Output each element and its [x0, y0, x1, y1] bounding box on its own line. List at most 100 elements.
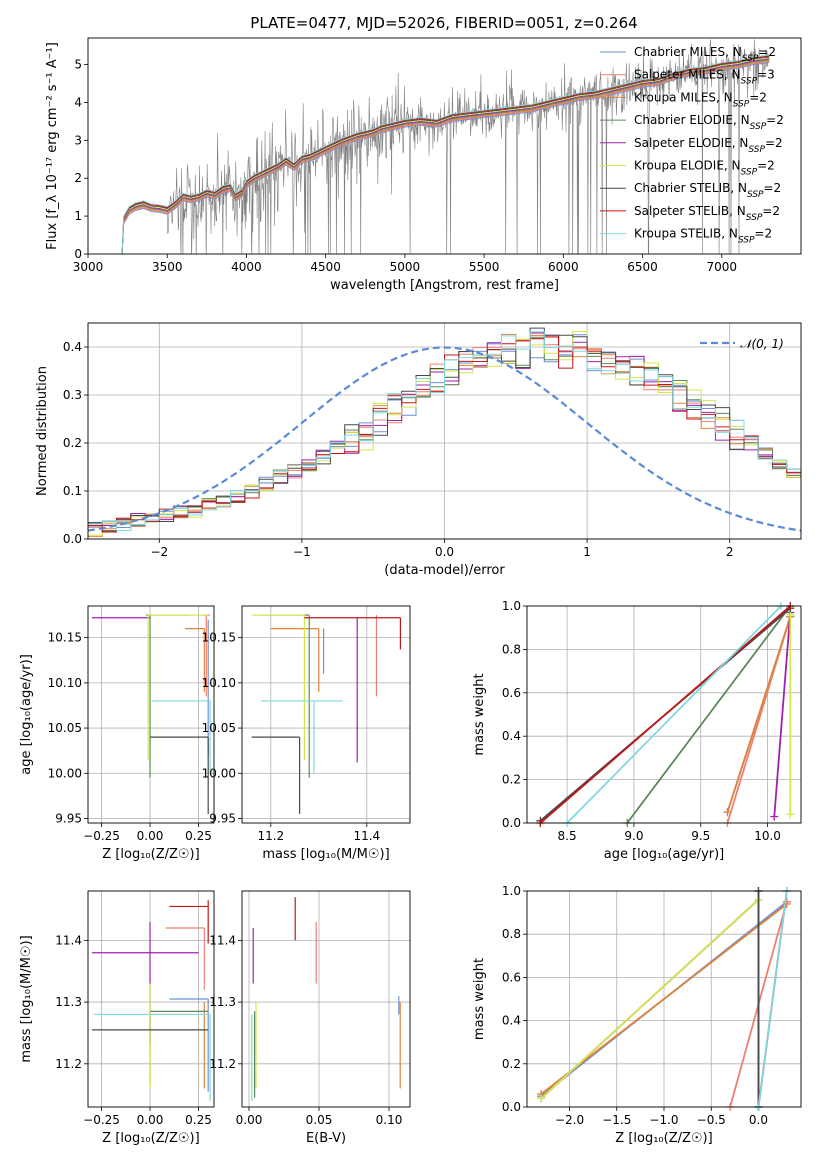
plot-area: [536, 602, 795, 827]
y-tick-label: 0.1: [63, 484, 82, 498]
model-spectrum-2: [119, 60, 770, 254]
x-tick-label: −2.0: [555, 1113, 584, 1127]
grid-lines: [242, 891, 410, 1107]
y-tick-label: 0.2: [502, 773, 521, 787]
grid-lines: [242, 606, 410, 823]
weight-line-2: [540, 903, 788, 1095]
y-tick-label: 0.4: [502, 729, 521, 743]
y-tick-label: 10.15: [48, 631, 82, 645]
x-tick-label: 4000: [231, 260, 262, 274]
x-tick-label: 11.2: [257, 829, 284, 843]
plot-area: [537, 887, 791, 1111]
weight-line-8: [566, 605, 782, 824]
x-tick-label: 4500: [310, 260, 341, 274]
x-axis-label: (data-model)/error: [384, 563, 505, 578]
axes-frame: [241, 605, 411, 824]
y-tick-label: 11.3: [55, 995, 82, 1009]
figure-title: PLATE=0477, MJD=52026, FIBERID=0051, z=0…: [250, 14, 637, 32]
y-axis-label: Flux [f_λ 10⁻¹⁷ erg cm⁻² s⁻¹ A⁻¹]: [45, 42, 60, 250]
weight-line-4: [773, 612, 792, 817]
x-tick-label: 0.10: [376, 1113, 403, 1127]
x-tick-label: 0.00: [236, 1113, 263, 1127]
legend-entry-6: Chabrier STELIB, NSSP=2: [634, 181, 781, 200]
x-axis-label: Z [log₁₀(Z/Z☉)]: [102, 847, 199, 862]
axes-frame: [87, 890, 215, 1108]
y-axis-label: mass weight: [472, 958, 487, 1040]
weight-line-3: [626, 605, 792, 824]
y-tick-label: 0.2: [502, 1057, 521, 1071]
model-spectrum-1: [119, 61, 770, 254]
x-tick-label: −2: [150, 545, 168, 559]
panel-age-vs-Z: −0.25 0.00 0.25 9.95 10.00 10.05 10.10 10.15 Z […: [19, 605, 215, 862]
x-tick-label: 8.5: [558, 829, 577, 843]
x-tick-label: 11.4: [353, 829, 380, 843]
y-tick-label: 11.2: [209, 1057, 236, 1071]
normal-reference-curve: [88, 346, 801, 532]
y-tick-label: 0.4: [502, 1014, 521, 1028]
x-tick-label: −0.25: [83, 1113, 120, 1127]
y-tick-label: 10.05: [202, 721, 236, 735]
x-tick-label: −0.25: [83, 829, 120, 843]
panel-weight-vs-age: 8.5 9.0 9.5 10.0 0.0 0.2 0.4 0.6 0.8 1.0 age [log₁…: [472, 599, 802, 862]
y-tick-label: 11.4: [55, 933, 82, 947]
errorbars: [251, 614, 401, 814]
y-tick-label: 0.3: [63, 388, 82, 402]
y-tick-label: 0: [74, 247, 82, 261]
x-tick-label: 5500: [469, 260, 500, 274]
x-tick-label: 0.25: [185, 1113, 212, 1127]
legend-entry-3: Chabrier ELODIE, NSSP=2: [634, 113, 784, 132]
axes-frame: [526, 890, 802, 1108]
panel-mass-vs-Z: −0.25 0.00 0.25 11.2 11.3 11.4 Z [log₁₀(Z/Z☉)]…: [19, 890, 215, 1146]
plot-area: [251, 614, 401, 814]
x-axis-label: wavelength [Angstrom, rest frame]: [330, 278, 559, 293]
spectrum-lines: [119, 39, 770, 254]
histogram-8: [88, 331, 801, 539]
y-axis-label: age [log₁₀(age/yr)]: [19, 654, 34, 775]
errorbar-point-5: [251, 614, 305, 760]
y-tick-label: 11.2: [55, 1057, 82, 1071]
x-axis-label: Z [log₁₀(Z/Z☉)]: [615, 1131, 712, 1146]
weight-marker-5: [537, 1094, 546, 1103]
x-tick-label: 0.05: [306, 1113, 333, 1127]
weight-line-2: [726, 616, 792, 813]
model-spectrum-3: [119, 59, 770, 254]
x-tick-label: 2: [726, 545, 734, 559]
y-tick-label: 0.8: [502, 642, 521, 656]
weight-lines: [536, 602, 795, 827]
model-spectrum-6: [119, 56, 770, 254]
y-tick-label: 9.95: [209, 811, 236, 825]
legend-entry-8: Kroupa STELIB, NSSP=2: [634, 227, 772, 246]
x-tick-label: 7000: [707, 260, 738, 274]
legend-entry-1: Salpeter MILES, NSSP=3: [634, 68, 775, 87]
model-spectrum-7: [119, 55, 770, 254]
errorbars: [91, 614, 211, 814]
errorbar-point-6: [150, 736, 209, 814]
plot-area: [251, 897, 401, 1101]
errorbar-point-5: [147, 614, 209, 760]
y-tick-label: 0.8: [502, 927, 521, 941]
weight-marker-5: [786, 810, 795, 819]
y-tick-label: 11.3: [209, 995, 236, 1009]
y-tick-label: 0.6: [502, 970, 521, 984]
y-axis-label: mass weight: [472, 673, 487, 755]
model-spectrum-0: [119, 62, 770, 254]
plot-area: [91, 614, 211, 814]
errorbar-point-8: [93, 1013, 211, 1101]
weight-marker-4: [770, 812, 779, 821]
panel-mass-vs-ebv: 0.00 0.05 0.10 11.2 11.3 11.4 E(B-V): [209, 890, 411, 1146]
axes-frame: [241, 890, 411, 1108]
y-tick-label: 1.0: [502, 599, 521, 613]
panel-spectrum: 3000 3500 4000 4500 5000 5500 6000 6500 7000 0 1 2 3…: [45, 37, 802, 293]
y-tick-label: 10.00: [48, 766, 82, 780]
weight-line-5: [540, 898, 760, 1100]
panel-weight-vs-Z: −2.0 −1.5 −1.0 −0.5 0.0 0.0 0.2 0.4 0.6 0.8 1.0 Z […: [472, 884, 802, 1146]
y-tick-label: 0.6: [502, 686, 521, 700]
y-tick-label: 0.0: [63, 532, 82, 546]
model-spectrum-5: [119, 57, 770, 254]
x-tick-label: −0.5: [697, 1113, 726, 1127]
x-tick-label: 3000: [73, 260, 104, 274]
legend-entry-0: Chabrier MILES, NSSP=2: [634, 45, 776, 64]
y-tick-label: 0.0: [502, 1100, 521, 1114]
axes-frame: [87, 37, 802, 255]
